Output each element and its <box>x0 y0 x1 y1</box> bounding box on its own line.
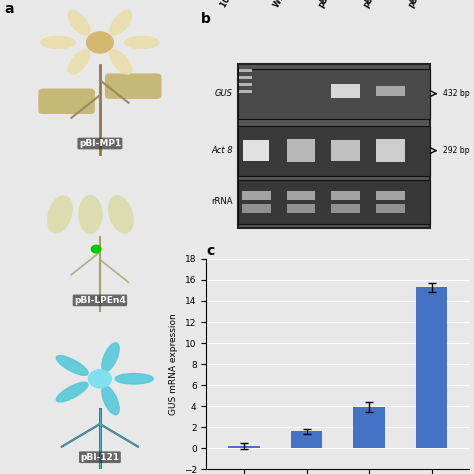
FancyBboxPatch shape <box>106 74 161 98</box>
Text: Wild type: Wild type <box>272 0 301 9</box>
Circle shape <box>89 370 111 388</box>
Bar <box>376 139 405 162</box>
Ellipse shape <box>110 50 132 74</box>
Ellipse shape <box>110 11 132 35</box>
Text: 292 bp: 292 bp <box>443 146 469 155</box>
Bar <box>238 64 430 228</box>
FancyBboxPatch shape <box>39 89 94 113</box>
Text: 432 bp: 432 bp <box>443 89 470 98</box>
Bar <box>242 191 271 200</box>
Bar <box>376 86 405 96</box>
Text: pBI-LPEn4: pBI-LPEn4 <box>74 296 126 305</box>
Bar <box>228 446 260 448</box>
Ellipse shape <box>56 356 88 375</box>
Text: GUS: GUS <box>215 89 233 98</box>
Bar <box>331 140 360 161</box>
Bar <box>376 191 405 200</box>
Ellipse shape <box>68 50 90 74</box>
Ellipse shape <box>102 386 119 415</box>
Bar <box>238 126 430 176</box>
Bar <box>331 84 360 98</box>
Text: b: b <box>201 11 211 26</box>
Y-axis label: GUS mRNA expression: GUS mRNA expression <box>169 313 178 415</box>
Ellipse shape <box>41 36 75 48</box>
Bar <box>242 204 271 213</box>
Bar <box>291 431 322 448</box>
Bar <box>416 287 447 448</box>
Ellipse shape <box>68 11 90 35</box>
Text: pBI-LPEn4: pBI-LPEn4 <box>362 0 391 9</box>
Bar <box>331 191 360 200</box>
Text: pBI-MP1: pBI-MP1 <box>317 0 343 9</box>
Bar <box>239 83 253 86</box>
Bar <box>238 69 430 118</box>
Bar <box>376 204 405 213</box>
Text: pBI-121: pBI-121 <box>406 0 430 9</box>
Ellipse shape <box>115 374 153 384</box>
Circle shape <box>91 246 101 253</box>
Bar <box>287 204 316 213</box>
Bar <box>354 407 385 448</box>
Text: a: a <box>5 2 14 17</box>
Text: 100 bp Ladder: 100 bp Ladder <box>219 0 258 9</box>
Ellipse shape <box>48 196 72 233</box>
Bar <box>243 140 270 161</box>
Bar <box>287 191 316 200</box>
Bar <box>239 70 253 72</box>
Text: c: c <box>206 244 214 258</box>
Bar <box>287 139 316 162</box>
Text: Act 8: Act 8 <box>211 146 233 155</box>
Circle shape <box>87 32 113 53</box>
Ellipse shape <box>56 382 88 402</box>
Bar <box>238 180 430 224</box>
Ellipse shape <box>125 36 159 48</box>
Ellipse shape <box>109 196 133 233</box>
Bar <box>239 90 253 93</box>
Text: rRNA: rRNA <box>211 197 233 206</box>
Bar <box>331 204 360 213</box>
Ellipse shape <box>79 195 102 233</box>
Text: pBI-121: pBI-121 <box>81 453 119 462</box>
Text: pBI-MP1: pBI-MP1 <box>79 139 121 148</box>
Ellipse shape <box>102 343 119 372</box>
Bar <box>239 76 253 79</box>
